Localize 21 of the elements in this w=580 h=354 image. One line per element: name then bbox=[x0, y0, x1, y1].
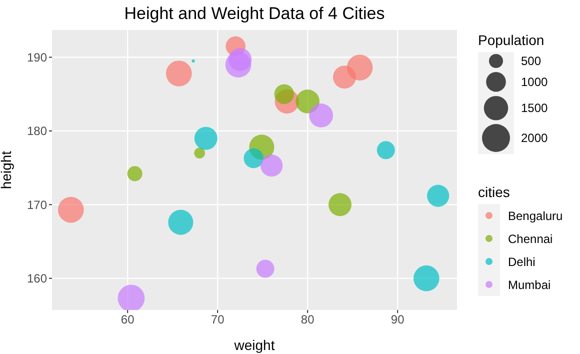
legend-label: 2000 bbox=[521, 131, 548, 146]
legend-label: 500 bbox=[521, 54, 542, 68]
y-tick-label: 170 bbox=[26, 198, 48, 212]
chart-title: Height and Weight Data of 4 Cities bbox=[123, 4, 386, 24]
legend-title: cities bbox=[478, 184, 511, 200]
y-tick-label: 180 bbox=[26, 124, 48, 138]
legend-label: Chennai bbox=[508, 232, 553, 246]
legend-label: 1000 bbox=[521, 74, 548, 89]
x-tick-label: 70 bbox=[210, 312, 225, 327]
x-tick-label: 60 bbox=[120, 312, 135, 327]
y-tick-label: 160 bbox=[26, 272, 48, 286]
legend-label: Bengaluru bbox=[508, 208, 563, 223]
x-axis-title: weight bbox=[233, 337, 275, 353]
legend-label: 1500 bbox=[521, 100, 548, 115]
y-tick-label: 190 bbox=[26, 50, 48, 65]
text: Population bbox=[478, 32, 546, 48]
x-tick-label: 90 bbox=[390, 312, 405, 327]
y-axis-title: height bbox=[0, 150, 14, 190]
legend-label: Delhi bbox=[508, 254, 536, 269]
x-tick-label: 80 bbox=[300, 312, 315, 327]
legend-label: Mumbai bbox=[508, 278, 551, 292]
